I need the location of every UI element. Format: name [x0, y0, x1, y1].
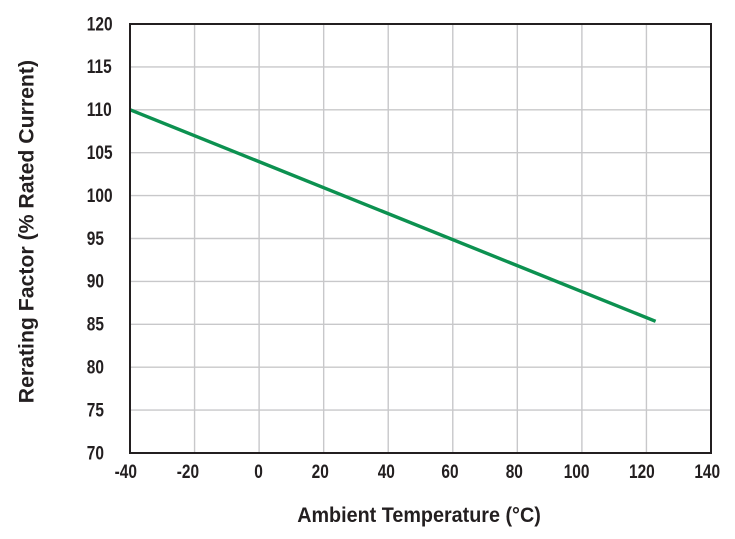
svg-text:-40: -40	[115, 460, 137, 482]
svg-text:Rerating Factor (% Rated Curre: Rerating Factor (% Rated Current)	[15, 60, 39, 403]
svg-text:140: 140	[694, 460, 720, 482]
svg-text:80: 80	[506, 460, 523, 482]
svg-text:120: 120	[629, 460, 655, 482]
svg-text:120: 120	[87, 13, 113, 35]
svg-text:105: 105	[87, 141, 113, 163]
svg-text:110: 110	[87, 98, 112, 120]
svg-text:20: 20	[312, 460, 329, 482]
svg-text:Ambient Temperature (°C): Ambient Temperature (°C)	[297, 503, 541, 527]
svg-text:75: 75	[87, 399, 104, 421]
svg-text:90: 90	[87, 270, 104, 292]
svg-text:85: 85	[87, 313, 104, 335]
svg-text:60: 60	[441, 460, 458, 482]
svg-text:70: 70	[87, 442, 104, 464]
svg-text:40: 40	[378, 460, 395, 482]
svg-text:-20: -20	[177, 460, 199, 482]
svg-text:80: 80	[87, 356, 104, 378]
svg-text:0: 0	[254, 460, 263, 482]
svg-text:100: 100	[564, 460, 590, 482]
svg-text:95: 95	[87, 227, 104, 249]
svg-text:115: 115	[87, 56, 112, 78]
svg-text:100: 100	[87, 184, 113, 206]
